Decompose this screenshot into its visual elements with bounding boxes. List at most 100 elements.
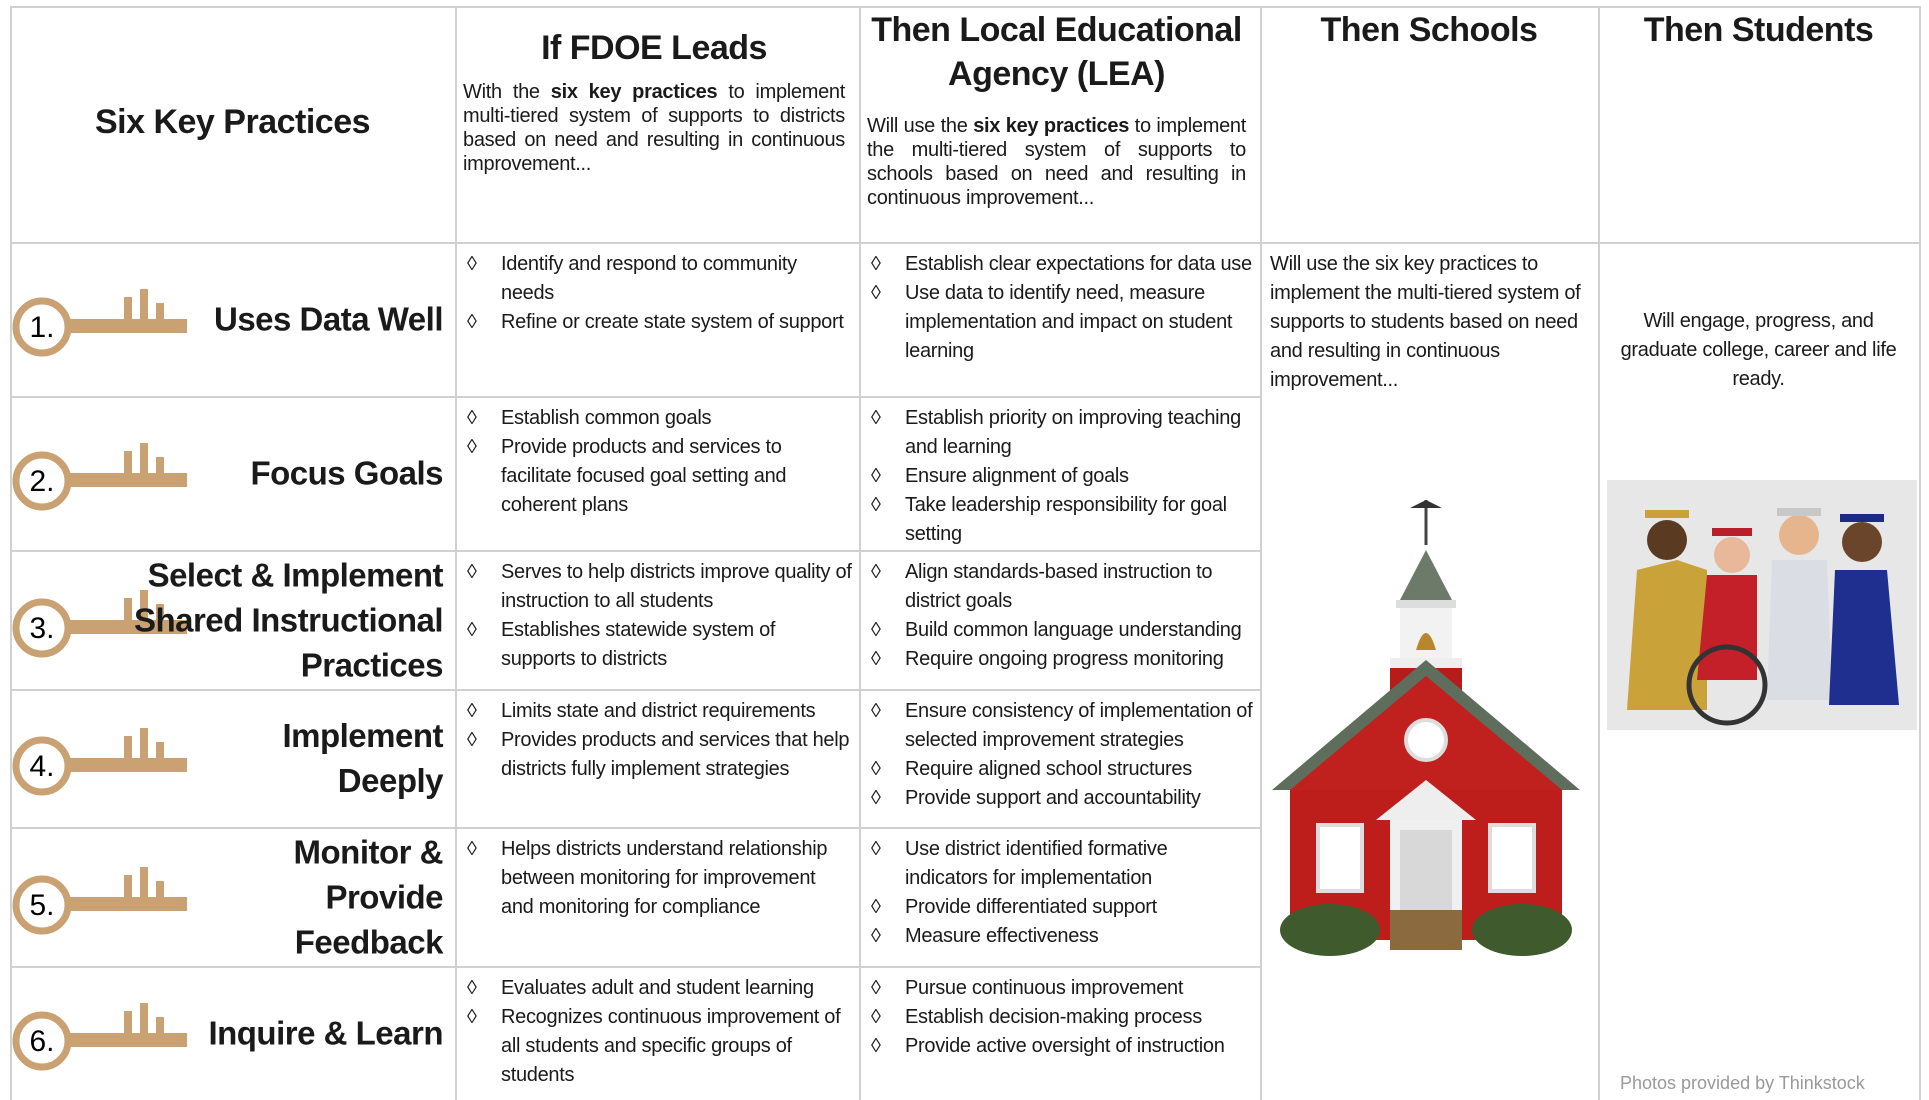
bullet-item: Use data to identify need, measure imple… bbox=[867, 279, 1254, 366]
intro-text: to implement the multi-tiered system of … bbox=[867, 115, 1246, 209]
key-tooth bbox=[140, 289, 148, 323]
bullet-item: Ensure alignment of goals bbox=[867, 462, 1254, 491]
bullet-list: Identify and respond to community needsR… bbox=[463, 250, 853, 337]
bullet-item: Establish clear expectations for data us… bbox=[867, 250, 1254, 279]
bullet-item: Use district identified formative indica… bbox=[867, 835, 1254, 893]
key-icon: 1. bbox=[12, 289, 187, 357]
practice-name: Inquire & Learn bbox=[208, 1014, 443, 1052]
intro-text: six key practices bbox=[550, 81, 718, 103]
bullet-item: Establish priority on improving teaching… bbox=[867, 404, 1254, 462]
key-icon: 2. bbox=[12, 443, 187, 511]
schoolhouse-photo bbox=[1272, 500, 1580, 956]
bullet-list: Serves to help districts improve quality… bbox=[463, 558, 853, 674]
bullet-item: Ensure consistency of implementation of … bbox=[867, 697, 1254, 755]
header-cell: If FDOE Leads With the six key practices … bbox=[463, 26, 845, 176]
bullet-item: Provides products and services that help… bbox=[463, 726, 853, 784]
bullet-list: Establish common goalsProvide products a… bbox=[463, 404, 853, 520]
row-divider bbox=[10, 827, 1260, 829]
bullet-item: Provide active oversight of instruction bbox=[867, 1032, 1254, 1061]
practice-cell: 6. Inquire & Learn bbox=[10, 966, 455, 1100]
header-cell: Then Local Educational Agency (LEA) Will … bbox=[867, 8, 1246, 210]
bullet-item: Provide differentiated support bbox=[867, 893, 1254, 922]
bullet-list: Align standards-based instruction to dis… bbox=[867, 558, 1254, 674]
practice-number: 6. bbox=[29, 1025, 54, 1058]
bullet-item: Establish decision-making process bbox=[867, 1003, 1254, 1032]
practice-number: 2. bbox=[29, 465, 54, 498]
bullet-item: Limits state and district requirements bbox=[463, 697, 853, 726]
key-tooth bbox=[124, 597, 132, 624]
key-tooth bbox=[156, 303, 164, 323]
bullet-item: Helps districts understand relationship … bbox=[463, 835, 853, 922]
key-tooth bbox=[156, 742, 164, 762]
bullet-item: Build common language understanding bbox=[867, 616, 1254, 645]
practice-number: 3. bbox=[29, 612, 54, 645]
header-intro: With the six key practices to implement … bbox=[463, 80, 845, 176]
key-tooth bbox=[156, 1017, 164, 1037]
header-practices-title: Six Key Practices bbox=[94, 103, 371, 141]
column-divider bbox=[10, 6, 12, 1100]
bullet-item: Take leadership responsibility for goal … bbox=[867, 491, 1254, 549]
bullet-list: Helps districts understand relationship … bbox=[463, 835, 853, 922]
bullet-item: Align standards-based instruction to dis… bbox=[867, 558, 1254, 616]
bullet-item: Measure effectiveness bbox=[867, 922, 1254, 951]
key-ring bbox=[12, 598, 72, 657]
bullet-list: Pursue continuous improvementEstablish d… bbox=[867, 974, 1254, 1061]
bullet-item: Recognizes continuous improvement of all… bbox=[463, 1003, 853, 1090]
bullet-list: Limits state and district requirementsPr… bbox=[463, 697, 853, 784]
practice-name: Implement Deeply bbox=[282, 717, 443, 799]
practice-name: Focus Goals bbox=[250, 454, 443, 492]
key-tooth bbox=[124, 451, 132, 477]
students-photo bbox=[1607, 480, 1917, 730]
bullet-list: Ensure consistency of implementation of … bbox=[867, 697, 1254, 813]
row-divider bbox=[1260, 242, 1919, 244]
column-divider bbox=[1919, 6, 1921, 1100]
bullet-list: Use district identified formative indica… bbox=[867, 835, 1254, 951]
bullet-item: Establishes statewide system of supports… bbox=[463, 616, 853, 674]
practice-number: 1. bbox=[29, 311, 54, 344]
bullet-item: Evaluates adult and student learning bbox=[463, 974, 853, 1003]
practice-name: Monitor & Provide Feedback bbox=[293, 833, 444, 960]
bullet-item: Provide products and services to facilit… bbox=[463, 433, 853, 520]
key-icon: 3. bbox=[12, 589, 187, 657]
key-ring bbox=[12, 297, 72, 357]
row-divider bbox=[10, 689, 1260, 691]
bullet-item: Provide support and accountability bbox=[867, 784, 1254, 813]
header-intro: Will use the six key practices to implem… bbox=[867, 114, 1246, 210]
key-tooth bbox=[156, 880, 164, 901]
photo-credit: Photos provided by Thinkstock bbox=[1620, 1073, 1865, 1093]
intro-text: to implement multi-tiered system of supp… bbox=[463, 81, 845, 175]
bullet-item: Refine or create state system of support bbox=[463, 308, 853, 337]
key-tooth bbox=[156, 457, 164, 477]
key-ring bbox=[12, 1011, 72, 1071]
practice-name: Select & Implement Shared Instructional … bbox=[133, 556, 444, 683]
key-tooth bbox=[140, 866, 148, 901]
practice-number: 5. bbox=[29, 889, 54, 922]
key-tooth bbox=[124, 1011, 132, 1037]
column-divider bbox=[859, 6, 861, 1100]
bullet-item: Establish common goals bbox=[463, 404, 853, 433]
key-icon: 6. bbox=[12, 1003, 187, 1071]
key-tooth bbox=[124, 297, 132, 323]
key-tooth bbox=[156, 603, 164, 624]
header-title: Then Schools bbox=[1320, 11, 1538, 49]
row-divider bbox=[10, 550, 1260, 552]
key-ring bbox=[12, 736, 72, 796]
key-ring bbox=[12, 875, 72, 934]
practice-cell: 5. Monitor & Provide Feedback bbox=[10, 827, 455, 966]
bullet-list: Evaluates adult and student learningReco… bbox=[463, 974, 853, 1090]
practice-cell: 4. Implement Deeply bbox=[10, 689, 455, 827]
practice-cell: 1. Uses Data Well bbox=[10, 242, 455, 396]
key-tooth bbox=[124, 736, 132, 762]
key-tooth bbox=[140, 728, 148, 762]
row-divider bbox=[10, 396, 1260, 398]
bullet-item: Require aligned school structures bbox=[867, 755, 1254, 784]
key-tooth bbox=[140, 1003, 148, 1037]
students-text: Will engage, progress, and graduate coll… bbox=[1620, 310, 1897, 390]
column-divider bbox=[1260, 6, 1262, 1100]
column-divider bbox=[455, 6, 457, 1100]
header-title: Then Students bbox=[1643, 11, 1874, 49]
column-divider bbox=[1598, 6, 1600, 1100]
key-tooth bbox=[140, 589, 148, 624]
intro-text: six key practices bbox=[973, 115, 1130, 137]
